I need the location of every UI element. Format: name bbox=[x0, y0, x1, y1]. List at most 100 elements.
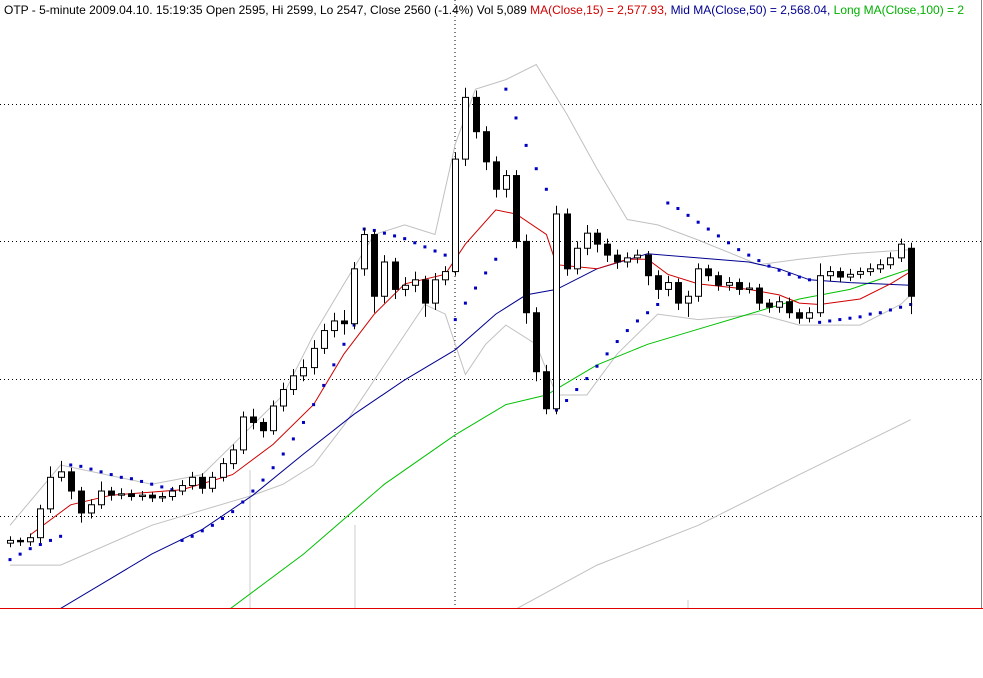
candle-body bbox=[726, 282, 733, 286]
sar-dot bbox=[150, 482, 154, 486]
sar-dot bbox=[646, 311, 650, 315]
candle-body bbox=[128, 493, 135, 498]
sar-dot bbox=[888, 308, 892, 312]
candle-body bbox=[290, 375, 297, 391]
candles bbox=[7, 87, 915, 548]
candle-body bbox=[614, 254, 621, 263]
sar-dot bbox=[89, 467, 93, 471]
candle-body bbox=[473, 96, 480, 133]
candle-body bbox=[432, 279, 439, 304]
candle-body bbox=[220, 463, 227, 478]
sar-dot bbox=[312, 403, 316, 407]
candle-body bbox=[442, 271, 449, 281]
sar-dot bbox=[666, 201, 670, 205]
candle-body bbox=[645, 254, 652, 277]
sar-dot bbox=[777, 268, 781, 272]
candle-body bbox=[806, 312, 813, 319]
candle-body bbox=[88, 504, 95, 514]
sar-dot bbox=[160, 485, 164, 489]
candle-body bbox=[736, 282, 743, 290]
sar-dot bbox=[605, 352, 609, 356]
sar-dot bbox=[109, 473, 113, 477]
candle-body bbox=[564, 213, 571, 270]
candle-body bbox=[705, 268, 712, 277]
sar-dot bbox=[899, 305, 903, 309]
candle-body bbox=[604, 243, 611, 256]
sar-dot bbox=[281, 452, 285, 456]
sar-dot bbox=[716, 234, 720, 238]
candle-body bbox=[422, 279, 429, 304]
sar-dot bbox=[423, 245, 427, 249]
candle-body bbox=[179, 485, 186, 492]
candle-body bbox=[553, 213, 560, 410]
candle-body bbox=[58, 471, 65, 478]
candle-body bbox=[857, 271, 864, 275]
sar-dot bbox=[575, 388, 579, 392]
parabolic-sar bbox=[8, 87, 913, 562]
candle-body bbox=[402, 284, 409, 290]
sar-dot bbox=[504, 87, 508, 91]
candle-body bbox=[908, 247, 915, 297]
sar-dot bbox=[453, 318, 457, 322]
sar-dot bbox=[79, 464, 83, 468]
sar-dot bbox=[271, 466, 275, 470]
candle-body bbox=[68, 471, 75, 492]
candle-body bbox=[685, 295, 692, 304]
sar-dot bbox=[433, 249, 437, 253]
candle-body bbox=[665, 282, 672, 290]
sar-dot bbox=[484, 271, 488, 275]
candle-body bbox=[199, 476, 206, 489]
header-segment: MA(Close,15) = 2,577.93, bbox=[530, 3, 670, 17]
sar-dot bbox=[403, 237, 407, 241]
candle-body bbox=[574, 247, 581, 270]
candle-body bbox=[17, 539, 24, 543]
sar-dot bbox=[8, 558, 12, 562]
candle-body bbox=[321, 330, 328, 349]
sar-dot bbox=[301, 420, 305, 424]
candle-body bbox=[594, 232, 601, 245]
candle-body bbox=[209, 476, 216, 489]
sar-dot bbox=[747, 253, 751, 257]
candle-body bbox=[331, 320, 338, 332]
candle-body bbox=[452, 158, 459, 273]
sar-dot bbox=[69, 463, 73, 467]
candle-body bbox=[260, 421, 267, 432]
sar-dot bbox=[635, 319, 639, 323]
sar-dot bbox=[210, 523, 214, 527]
candle-body bbox=[341, 320, 348, 325]
sar-dot bbox=[443, 253, 447, 257]
candle-body bbox=[78, 490, 85, 514]
sar-dot bbox=[807, 278, 811, 282]
sar-dot bbox=[656, 303, 660, 306]
sar-dot bbox=[615, 340, 619, 344]
sar-dot bbox=[38, 543, 42, 547]
candle-body bbox=[98, 490, 105, 506]
header-segment: Long MA(Close,100) = 2 bbox=[834, 3, 965, 17]
candle-body bbox=[584, 232, 591, 249]
candle-body bbox=[118, 493, 125, 496]
sar-dot bbox=[909, 303, 913, 306]
sar-dot bbox=[848, 316, 852, 320]
header-segment: OTP - 5-minute 2009.04.10. 15:19:35 Open… bbox=[4, 3, 530, 17]
chart-header: OTP - 5-minute 2009.04.10. 15:19:35 Open… bbox=[4, 3, 964, 17]
sar-dot bbox=[787, 272, 791, 276]
sar-dot bbox=[797, 275, 801, 279]
candle-body bbox=[776, 301, 783, 308]
sar-dot bbox=[261, 478, 265, 482]
sar-dot bbox=[625, 329, 629, 333]
indicator-line bbox=[514, 419, 911, 609]
sar-dot bbox=[585, 377, 589, 381]
header-segment: Mid MA(Close,50) = 2,568.04, bbox=[671, 3, 834, 17]
sar-dot bbox=[129, 477, 133, 481]
candle-body bbox=[108, 490, 115, 496]
sar-dot bbox=[727, 241, 731, 245]
sar-dot bbox=[767, 264, 771, 268]
candle-body bbox=[371, 234, 378, 297]
sar-dot bbox=[382, 231, 386, 235]
candle-body bbox=[280, 389, 287, 407]
candle-body bbox=[412, 279, 419, 286]
candle-body bbox=[786, 301, 793, 314]
candle-body bbox=[675, 282, 682, 304]
